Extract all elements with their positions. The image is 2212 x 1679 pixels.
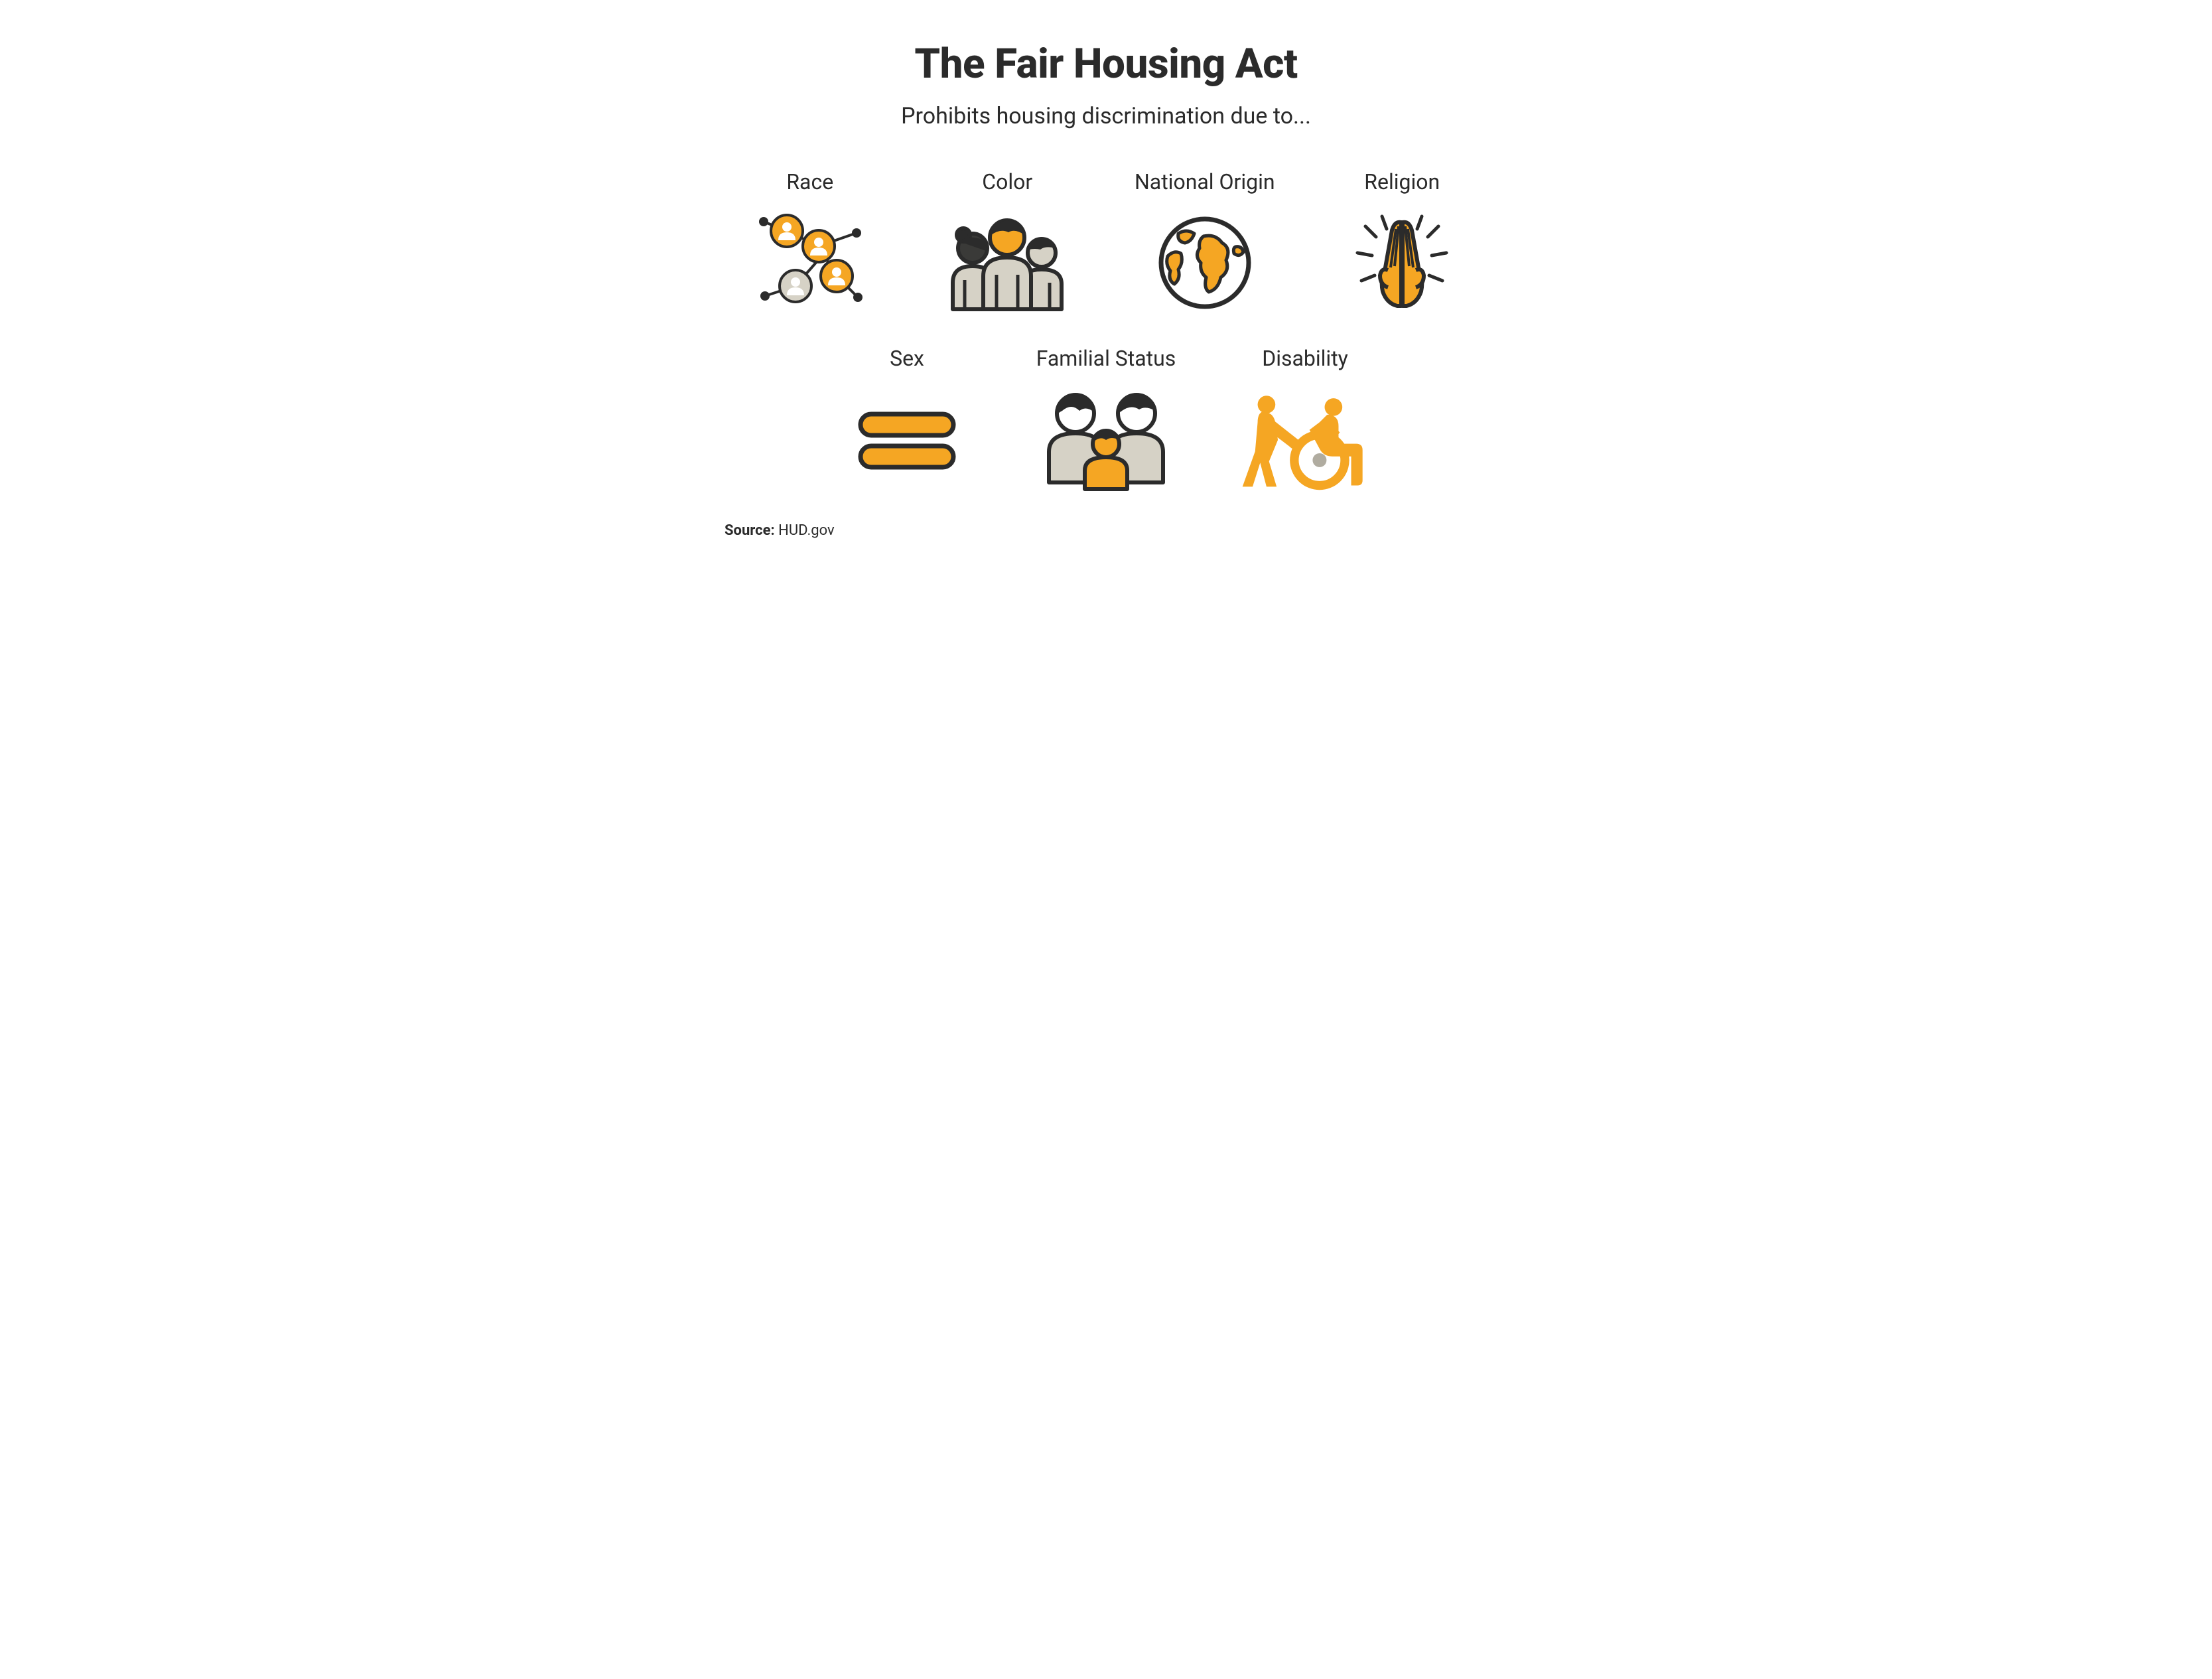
label-religion: Religion <box>1364 169 1440 194</box>
praying-hands-icon <box>1336 206 1468 319</box>
label-color: Color <box>982 169 1032 194</box>
item-religion: Religion <box>1317 169 1488 319</box>
source-value: HUD.gov <box>778 522 835 539</box>
equals-icon <box>841 383 973 496</box>
page-subtitle: Prohibits housing discrimination due to.… <box>725 103 1487 129</box>
row-1: Race <box>725 169 1487 319</box>
label-familial-status: Familial Status <box>1036 346 1176 371</box>
page-title: The Fair Housing Act <box>725 40 1487 88</box>
item-familial-status: Familial Status <box>1020 346 1192 496</box>
label-disability: Disability <box>1262 346 1348 371</box>
wheelchair-icon <box>1239 383 1371 496</box>
source-line: Source: HUD.gov <box>725 522 1487 539</box>
item-color: Color <box>922 169 1093 319</box>
label-sex: Sex <box>890 346 924 371</box>
label-national-origin: National Origin <box>1135 169 1275 194</box>
race-network-icon <box>744 206 876 319</box>
item-sex: Sex <box>821 346 993 496</box>
item-disability: Disability <box>1219 346 1391 496</box>
globe-icon <box>1139 206 1271 319</box>
infographic-page: The Fair Housing Act Prohibits housing d… <box>691 0 1521 559</box>
source-label: Source: <box>725 522 775 539</box>
item-race: Race <box>725 169 896 319</box>
label-race: Race <box>786 169 833 194</box>
row-2: Sex Familial Status <box>725 346 1487 496</box>
color-people-icon <box>941 206 1073 319</box>
family-icon <box>1040 383 1172 496</box>
item-national-origin: National Origin <box>1119 169 1290 319</box>
